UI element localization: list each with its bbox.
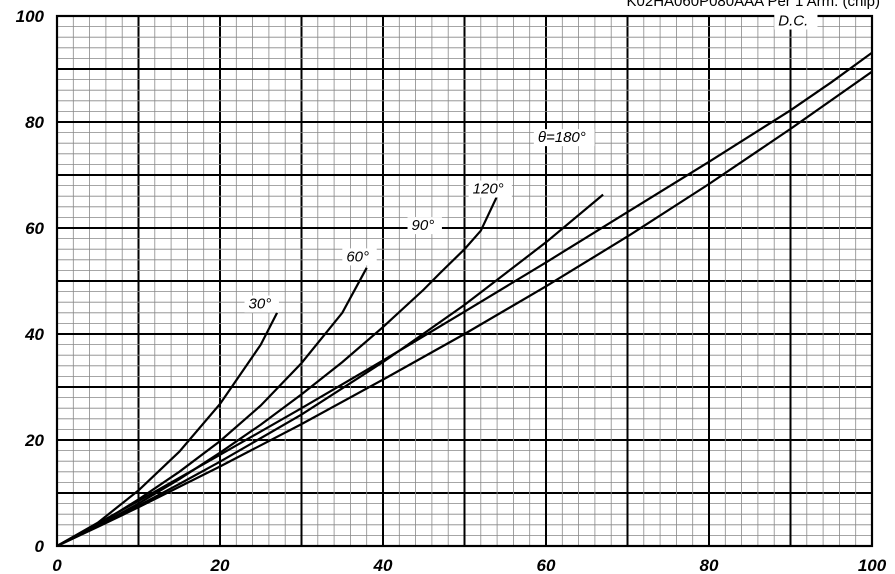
y-tick-label: 80 [25, 113, 44, 132]
x-tick-label: 80 [700, 556, 719, 574]
curve-label: D.C. [778, 13, 808, 30]
x-tick-label: 60 [537, 556, 556, 574]
series-line [57, 51, 872, 546]
curve-label: 120° [473, 181, 504, 198]
series-line [57, 70, 872, 546]
tick-labels: 0 20 40 60 80 100 0 20 40 60 80 100 [16, 7, 887, 574]
curve-label-background [244, 295, 279, 313]
curve-label-background [774, 12, 818, 30]
curve-label: θ=180° [538, 129, 586, 146]
curve-label-background [468, 180, 512, 198]
grid [55, 14, 874, 548]
y-tick-label: 60 [25, 219, 44, 238]
y-tick-label: 0 [35, 537, 45, 556]
x-tick-label: 100 [858, 556, 887, 574]
curve-label-background [533, 129, 595, 147]
curves [57, 51, 872, 546]
y-tick-label: 20 [24, 431, 44, 450]
series-line [57, 195, 499, 546]
x-tick-label: 0 [52, 556, 62, 574]
x-tick-label: 40 [373, 556, 393, 574]
curve-label: 90° [412, 217, 435, 234]
curve-label: 60° [346, 248, 369, 265]
x-tick-label: 20 [210, 556, 230, 574]
series-line [57, 267, 368, 546]
curve-label-background [342, 248, 377, 266]
chart-title: K02HA060P080AAA Per 1 Arm. (chip) [627, 0, 880, 10]
plot-frame [55, 14, 874, 548]
y-tick-label: 100 [16, 7, 45, 26]
curve-labels: 30° 60° 90° 120° θ=180° D.C. [244, 12, 818, 313]
y-tick-label: 40 [24, 325, 44, 344]
curve-label: 30° [249, 296, 272, 313]
curve-label-background [407, 217, 442, 235]
